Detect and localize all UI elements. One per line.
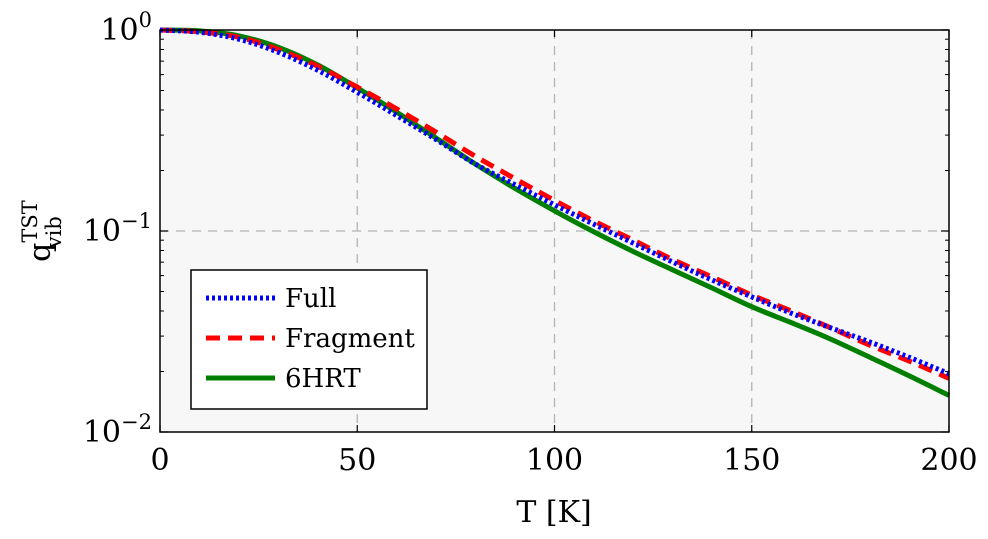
x-tick-labels: 0 50 100 150 200: [150, 443, 977, 478]
y-tick-label: 100: [100, 8, 152, 48]
y-tick-labels: 10−2 10−1 100: [83, 8, 152, 450]
series-layer: [159, 27, 951, 398]
legend-label-full: Full: [285, 284, 336, 314]
x-tick-label: 0: [150, 443, 169, 478]
legend-label-fragment: Fragment: [285, 324, 415, 354]
y-axis-label: qTSTvib: [18, 200, 66, 262]
x-tick-label: 200: [920, 443, 977, 478]
y-tick-label: 10−1: [83, 209, 152, 249]
legend: Full Fragment 6HRT: [190, 269, 428, 410]
y-tick-label: 10−2: [83, 410, 152, 450]
x-axis-label: T [K]: [516, 495, 591, 530]
x-tick-label: 50: [338, 443, 376, 478]
grid: [160, 30, 949, 432]
x-tick-label: 100: [526, 443, 583, 478]
plot-frame: [159, 29, 950, 433]
x-tick-label: 150: [723, 443, 780, 478]
legend-label-6hrt: 6HRT: [285, 364, 361, 394]
series-line-full: [159, 27, 950, 377]
